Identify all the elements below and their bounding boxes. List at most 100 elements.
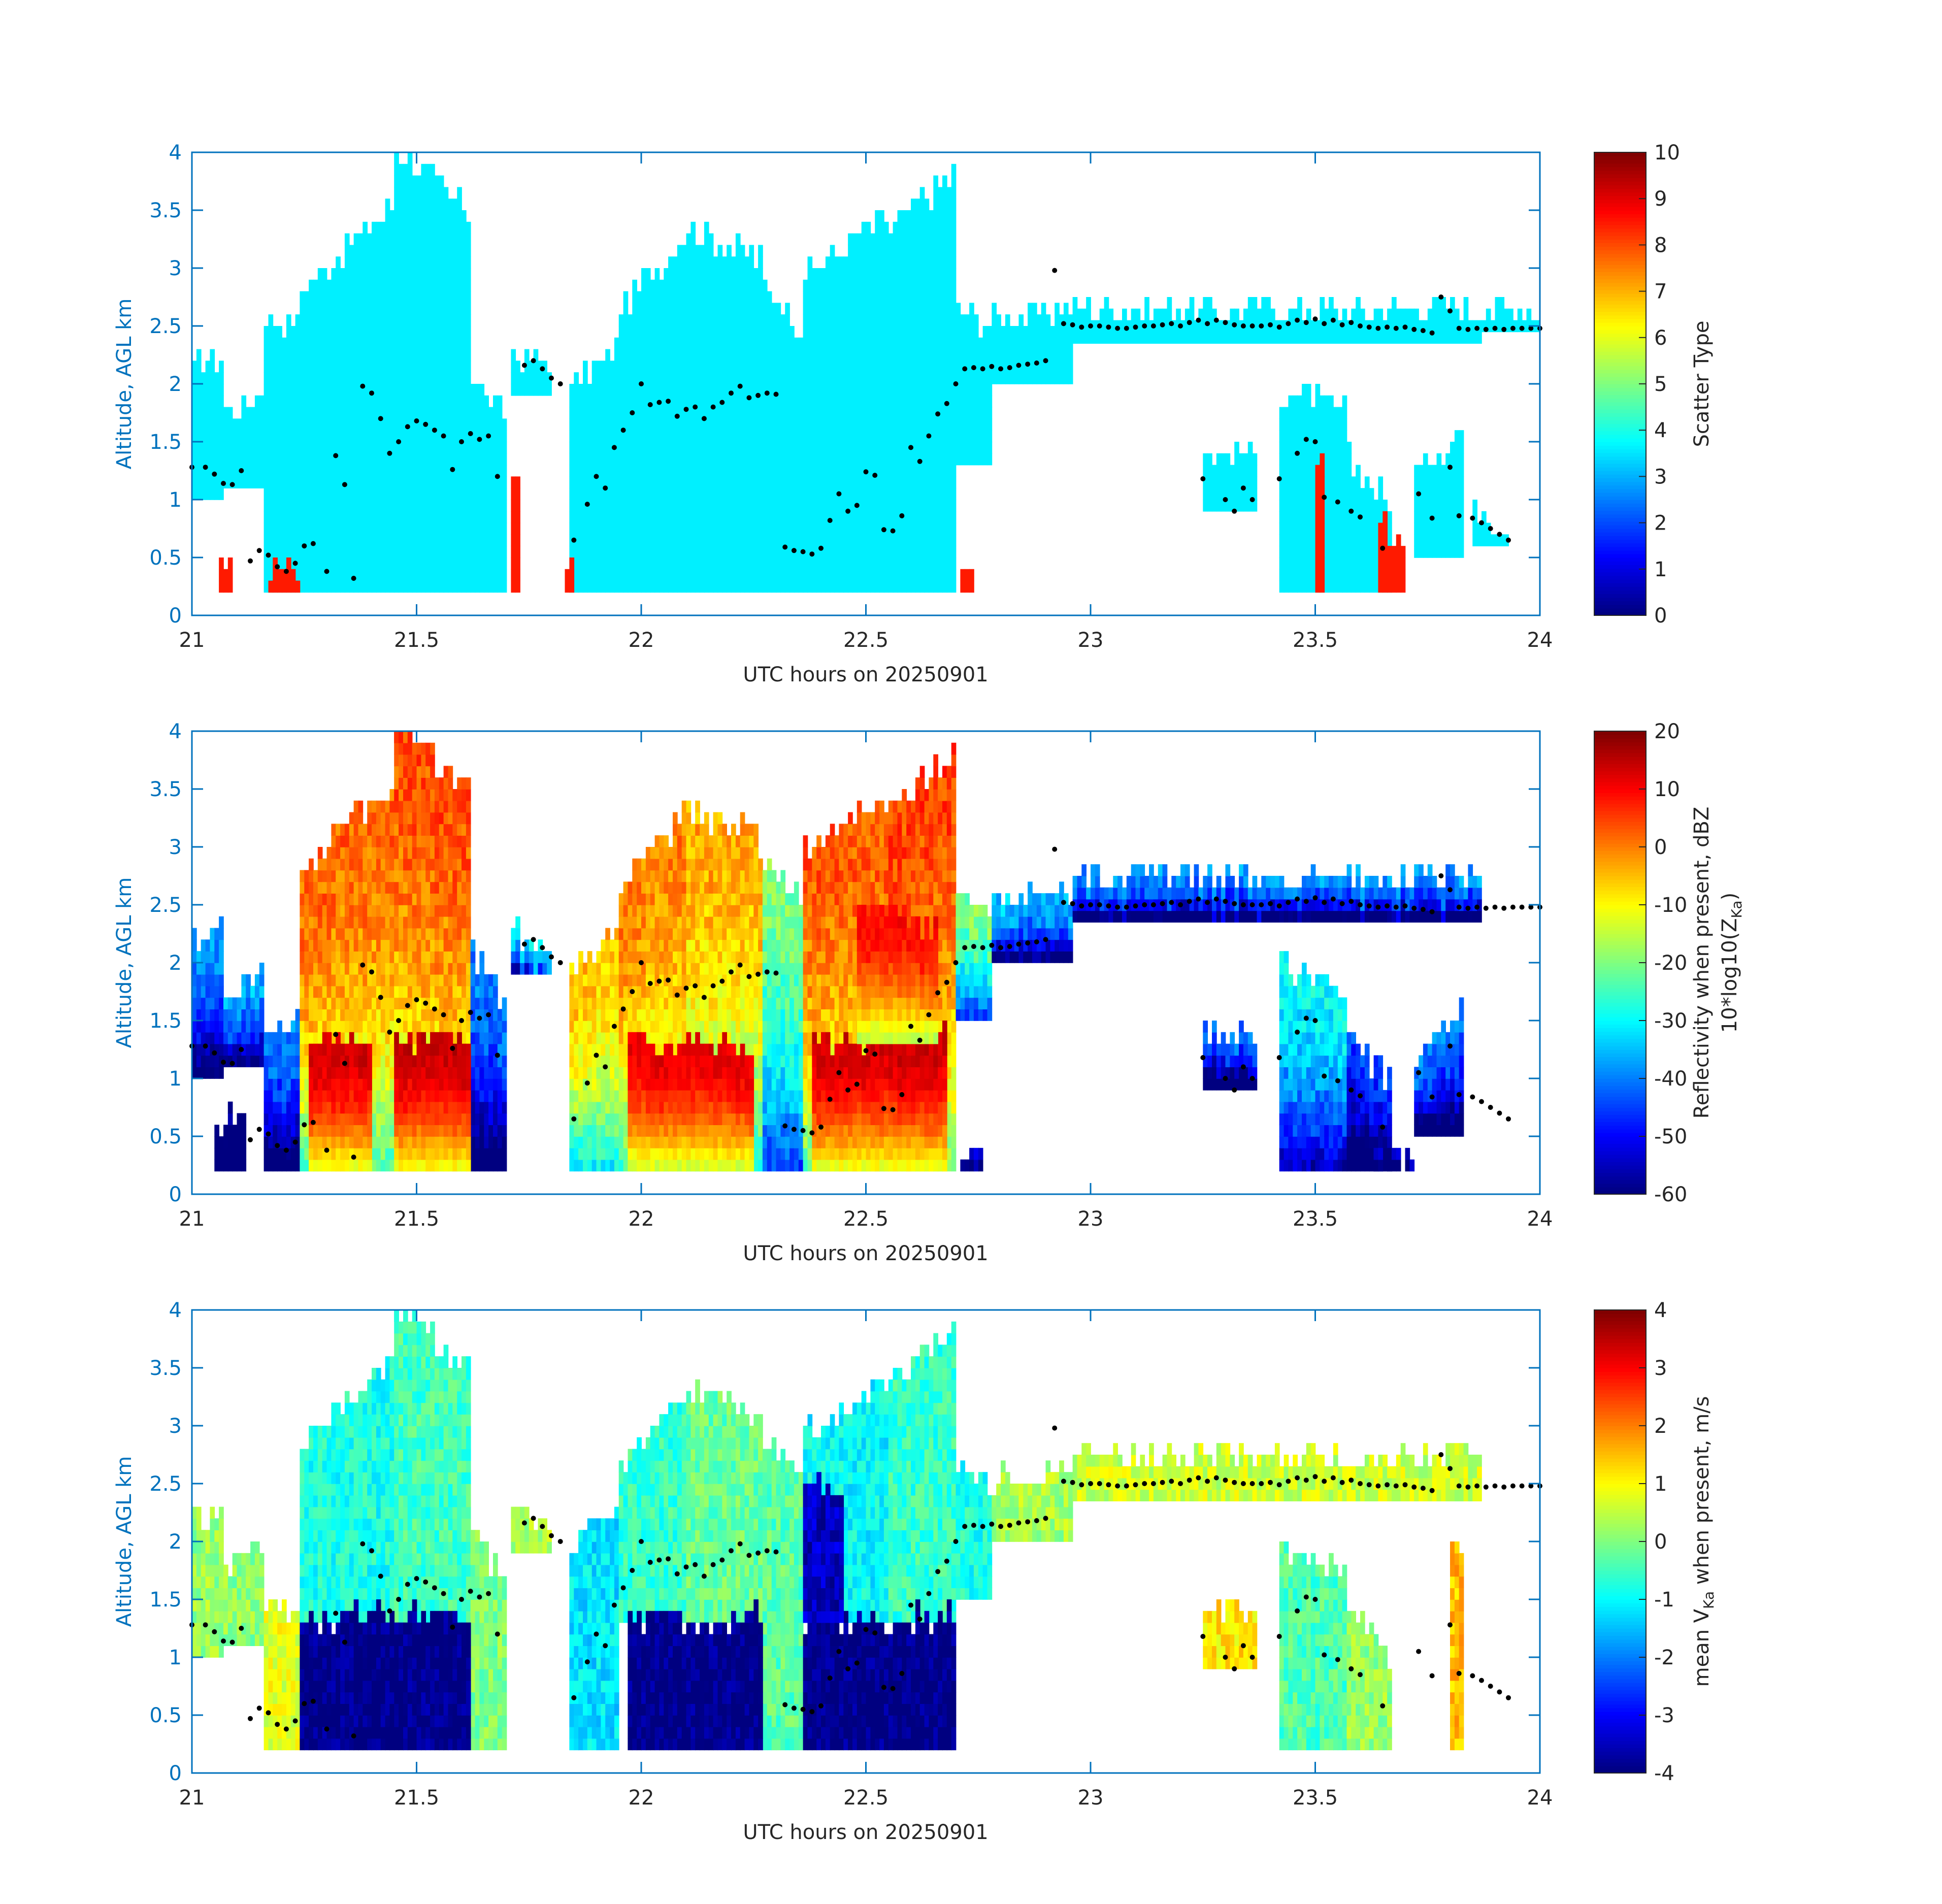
scatter-cell (735, 268, 741, 280)
scatter-cell (317, 360, 323, 373)
scatter-cell (843, 569, 848, 581)
scatter-cell (789, 511, 795, 523)
scatter-cell (591, 557, 597, 570)
scatter-cell (713, 268, 718, 280)
scatter-cell (309, 418, 314, 431)
scatter-cell (336, 500, 341, 512)
scatter-cell (933, 349, 938, 362)
scatter-cell (897, 534, 903, 546)
scatter-cell (641, 453, 646, 466)
scatter-cell (1023, 326, 1028, 338)
scatter-cell (434, 557, 440, 570)
scatter-cell (336, 256, 341, 269)
scatter-cell (641, 326, 646, 338)
scatter-cell (246, 453, 251, 466)
scatter-cell (484, 395, 489, 408)
scatter-cell (700, 245, 705, 257)
scatter-cell (421, 337, 426, 350)
scatter-cell (883, 407, 889, 419)
scatter-cell (785, 500, 790, 512)
scatter-cell (313, 476, 318, 488)
scatter-cell (1283, 453, 1289, 466)
scatter-cell (227, 442, 233, 454)
scatter-cell (1001, 349, 1006, 362)
scatter-cell (273, 500, 278, 512)
scatter-cell (690, 395, 696, 408)
scatter-cell (1055, 314, 1060, 326)
scatter-cell (722, 557, 727, 570)
scatter-cell (394, 326, 399, 338)
scatter-cell (363, 511, 368, 523)
scatter-cell (843, 349, 848, 362)
scatter-cell (618, 511, 624, 523)
scatter-cell (1203, 453, 1208, 466)
scatter-cell (641, 268, 646, 280)
scatter-cell (416, 372, 422, 384)
scatter-cell (708, 337, 714, 350)
scatter-cell (654, 442, 660, 454)
scatter-cell (767, 291, 772, 304)
scatter-cell (295, 349, 301, 362)
scatter-cell (848, 337, 853, 350)
scatter-cell (1297, 557, 1302, 570)
scatter-cell (416, 407, 422, 419)
scatter-cell (785, 314, 790, 326)
scatter-cell (749, 580, 754, 593)
scatter-cell (978, 418, 983, 431)
scatter-cell (286, 418, 291, 431)
scatter-cell (879, 233, 884, 246)
scatter-cell (1221, 320, 1226, 333)
scatter-cell (1302, 332, 1307, 344)
scatter-cell (911, 221, 916, 234)
scatter-cell (425, 303, 431, 315)
scatter-cell (677, 303, 682, 315)
scatter-cell (951, 221, 957, 234)
scatter-cell (623, 326, 629, 338)
scatter-cell (929, 395, 934, 408)
scatter-cell (1283, 569, 1289, 581)
scatter-cell (344, 256, 350, 269)
scatter-cell (700, 418, 705, 431)
scatter-cell (659, 349, 665, 362)
scatter-cell (385, 442, 390, 454)
scatter-cell (1279, 320, 1285, 333)
scatter-cell (951, 557, 957, 570)
scatter-cell (722, 407, 727, 419)
scatter-cell (434, 303, 440, 315)
scatter-cell (394, 163, 399, 176)
scatter-cell (785, 557, 790, 570)
scatter-cell (349, 349, 354, 362)
scatter-cell (767, 349, 772, 362)
scatter-cell (681, 580, 687, 593)
scatter-cell (776, 534, 781, 546)
scatter-cell (385, 256, 390, 269)
scatter-cell (848, 488, 853, 500)
scatter-cell (268, 395, 274, 408)
scatter-cell (601, 500, 606, 512)
scatter-cell (830, 546, 835, 558)
scatter-cell (879, 430, 884, 442)
scatter-cell (919, 360, 925, 373)
scatter-cell (466, 430, 471, 442)
scatter-cell (834, 268, 840, 280)
scatter-cell (821, 349, 826, 362)
scatter-cell (659, 337, 665, 350)
scatter-cell (376, 291, 381, 304)
scatter-cell (1288, 511, 1294, 523)
scatter-cell (259, 395, 265, 408)
scatter-cell (277, 407, 282, 419)
scatter-cell (982, 395, 988, 408)
scatter-cell (875, 349, 880, 362)
scatter-cell (893, 580, 898, 593)
scatter-cell (771, 349, 777, 362)
scatter-cell (681, 384, 687, 396)
scatter-cell (690, 349, 696, 362)
scatter-cell (340, 534, 345, 546)
scatter-cell (331, 349, 337, 362)
scatter-cell (317, 291, 323, 304)
scatter-cell (430, 546, 435, 558)
scatter-cell (1337, 500, 1343, 512)
scatter-cell (857, 314, 862, 326)
scatter-cell (452, 279, 457, 292)
scatter-cell (309, 580, 314, 593)
